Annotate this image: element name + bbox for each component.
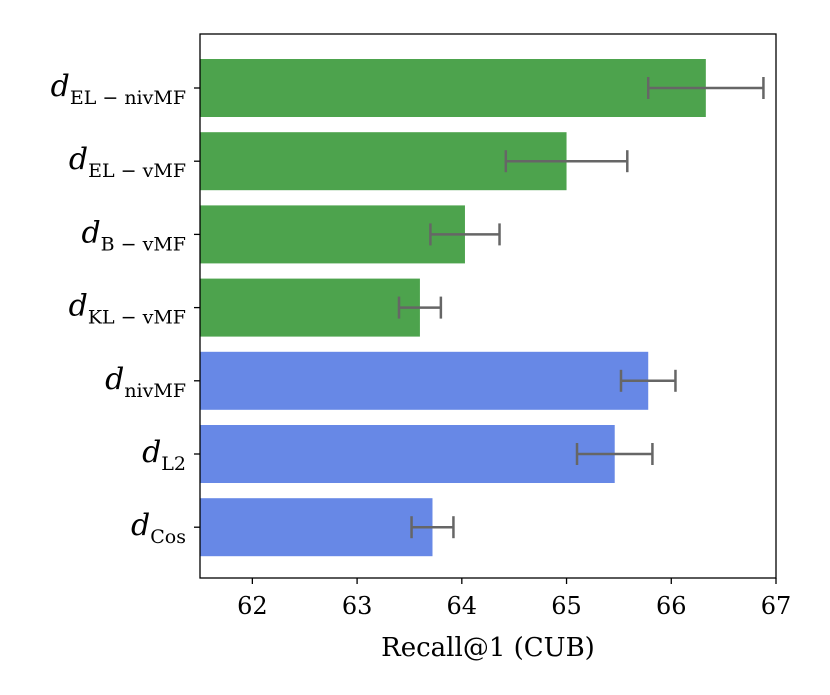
error-bar-1	[504, 150, 629, 173]
category-main: d	[69, 289, 88, 324]
error-bar-6	[410, 516, 455, 539]
category-main: d	[131, 508, 150, 543]
x-tick-label: 64	[447, 592, 478, 620]
category-sub: EL − nivMF	[70, 87, 186, 109]
category-main: d	[142, 435, 161, 470]
category-sub: KL − vMF	[88, 307, 186, 329]
category-sub: B − vMF	[101, 233, 186, 255]
error-bar-2	[429, 223, 501, 246]
error-bars-layer	[397, 77, 765, 539]
x-tick-label: 66	[656, 592, 687, 620]
category-sub: EL − vMF	[88, 160, 186, 182]
bar-5	[200, 425, 615, 483]
y-tick-label-3: dKL − vMF	[69, 289, 186, 329]
x-tick-label: 62	[237, 592, 268, 620]
category-main: d	[81, 215, 100, 250]
category-sub: nivMF	[124, 380, 186, 402]
x-axis-ticks: 62 63 64 65 66 67	[237, 578, 791, 620]
x-tick-label: 63	[342, 592, 373, 620]
error-bar-0	[646, 77, 765, 99]
category-sub: Cos	[150, 526, 186, 548]
category-main: d	[51, 69, 70, 104]
y-tick-label-6: dCos	[131, 508, 186, 548]
bars-layer	[200, 59, 706, 557]
y-tick-label-0: dEL − nivMF	[51, 69, 186, 109]
x-axis-label: Recall@1 (CUB)	[381, 633, 595, 663]
bar-6	[200, 498, 433, 557]
category-sub: L2	[161, 453, 186, 475]
bar-2	[200, 205, 465, 264]
bar-3	[200, 278, 420, 337]
plot-frame	[199, 33, 777, 579]
error-bar-5	[575, 443, 654, 465]
y-tick-label-2: dB − vMF	[81, 215, 186, 255]
x-tick-label: 65	[551, 592, 582, 620]
category-main: d	[105, 362, 124, 397]
category-main: d	[69, 142, 88, 177]
y-tick-label-1: dEL − vMF	[69, 142, 186, 182]
y-tick-label-5: dL2	[142, 435, 186, 475]
x-tick-label: 67	[761, 592, 792, 620]
bar-4	[200, 351, 649, 410]
y-tick-label-4: dnivMF	[105, 362, 186, 402]
error-bar-3	[397, 296, 443, 319]
bar-0	[200, 59, 706, 117]
error-bar-4	[619, 369, 677, 392]
